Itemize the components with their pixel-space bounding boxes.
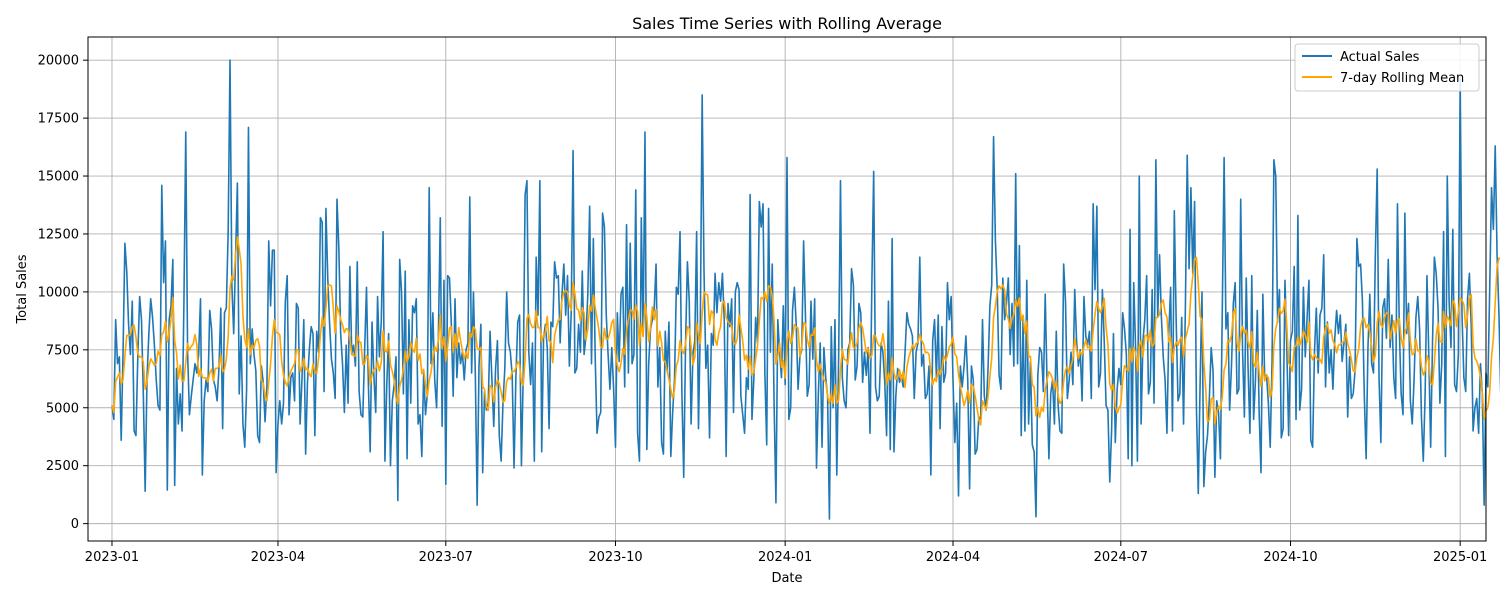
x-tick-label: 2023-07 <box>419 550 473 565</box>
series-line-rolling-mean <box>111 236 1500 426</box>
x-tick-label: 2024-10 <box>1263 550 1317 565</box>
x-tick-label: 2023-10 <box>588 550 642 565</box>
x-tick-label: 2024-07 <box>1094 550 1148 565</box>
y-tick-label: 2500 <box>46 459 79 474</box>
y-tick-label: 15000 <box>38 170 79 185</box>
y-axis-label: Total Sales <box>15 254 30 324</box>
series-lines <box>111 59 1500 520</box>
y-tick-label: 20000 <box>38 54 79 69</box>
legend-label-actual-sales: Actual Sales <box>1340 50 1420 65</box>
legend-box <box>1294 43 1480 92</box>
y-tick-label: 5000 <box>46 401 79 416</box>
y-tick-label: 12500 <box>38 227 79 242</box>
plot-frame <box>87 36 1487 542</box>
x-tick-label: 2023-01 <box>85 550 139 565</box>
y-tick-label: 17500 <box>38 112 79 127</box>
x-tick-label: 2024-04 <box>926 550 980 565</box>
y-tick-label: 7500 <box>46 343 79 358</box>
legend: Actual Sales 7-day Rolling Mean <box>1294 43 1480 92</box>
y-tick-label: 0 <box>71 517 79 532</box>
x-tick-label: 2024-01 <box>758 550 812 565</box>
x-tick-label: 2023-04 <box>251 550 305 565</box>
x-axis-label: Date <box>771 571 802 586</box>
series-line-actual-sales <box>111 59 1500 520</box>
legend-label-rolling-mean: 7-day Rolling Mean <box>1340 71 1464 86</box>
chart-title: Sales Time Series with Rolling Average <box>632 14 942 33</box>
y-tick-label: 10000 <box>38 285 79 300</box>
x-tick-label: 2025-01 <box>1433 550 1487 565</box>
axis-ticks: 2023-01 2023-04 2023-07 2023-10 2024-01 2024-… <box>38 54 1488 565</box>
